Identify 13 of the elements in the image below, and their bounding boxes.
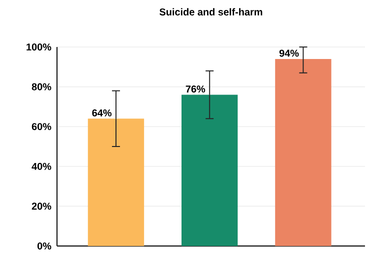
chart-title: Suicide and self-harm xyxy=(160,8,262,16)
data-label: 94% xyxy=(279,50,299,57)
y-tick-label: 60% xyxy=(32,123,52,130)
data-label: 76% xyxy=(186,86,206,93)
bar xyxy=(182,94,238,246)
y-tick-label: 40% xyxy=(32,162,52,170)
y-tick-label: 0% xyxy=(37,242,52,250)
y-tick-label: 80% xyxy=(32,83,52,90)
bar xyxy=(88,118,144,246)
y-tick-label: 100% xyxy=(26,43,52,51)
y-tick-label: 20% xyxy=(32,202,52,210)
data-label: 64% xyxy=(92,109,112,116)
bar xyxy=(275,58,332,246)
